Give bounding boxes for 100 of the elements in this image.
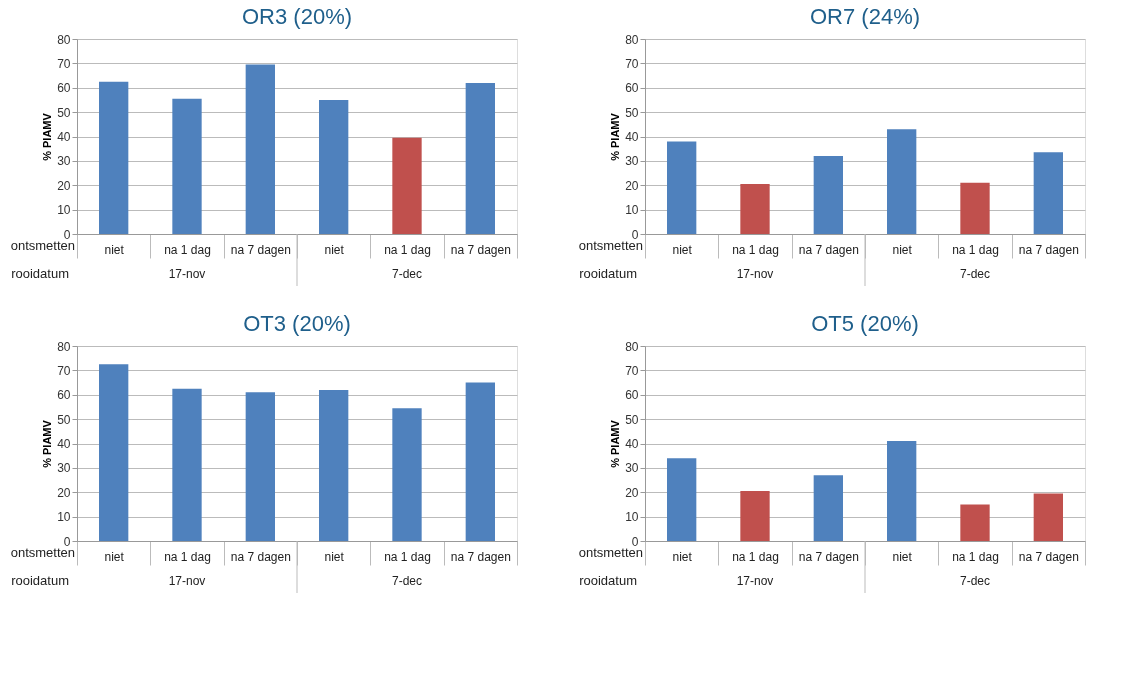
text: 17-nov	[736, 267, 774, 281]
y-tick-label: 40	[625, 437, 639, 451]
text: 7-dec	[959, 267, 991, 281]
y-tick-label: 10	[625, 203, 639, 218]
x-tick-label: na 1 dag	[732, 549, 779, 564]
y-tick-label: 50	[57, 412, 71, 427]
bar	[465, 82, 495, 234]
y-tick-label: 10	[57, 203, 71, 218]
text: 7-dec	[959, 574, 991, 588]
bar	[960, 182, 990, 234]
x-tick-label: niet	[324, 242, 345, 257]
y-tick-label: 40	[625, 130, 639, 144]
bar	[245, 64, 275, 234]
bar	[172, 98, 202, 234]
bar	[99, 364, 129, 541]
bar	[740, 184, 770, 234]
y-tick-label: 60	[57, 388, 71, 403]
bar	[172, 388, 202, 541]
text: rooidatum	[11, 266, 69, 281]
x-tick-label: na 1 dag	[384, 242, 431, 257]
x-tick-label: na 1 dag	[164, 549, 211, 564]
bar	[887, 441, 917, 541]
chart-title: OR7 (24%)	[809, 4, 921, 29]
x-tick-label: na 7 dagen	[1018, 549, 1079, 564]
text: 7-dec	[391, 574, 423, 588]
x-tick-label: niet	[104, 549, 125, 564]
x-tick-label: niet	[324, 549, 345, 564]
bar	[813, 475, 843, 541]
x-tick-label: na 7 dagen	[230, 242, 291, 257]
y-tick-label: 50	[625, 105, 639, 120]
y-tick-label: 10	[57, 510, 71, 525]
x-tick-label: niet	[672, 549, 693, 564]
text: rooidatum	[579, 573, 637, 588]
x-tick-label: na 7 dagen	[798, 549, 859, 564]
y-tick-label: 70	[625, 56, 639, 71]
y-axis-title: % PIAMV	[609, 112, 622, 161]
y-tick-label: 70	[625, 363, 639, 378]
bar	[99, 81, 129, 234]
bar	[813, 156, 843, 234]
y-tick-label: 60	[625, 81, 639, 96]
x-tick-label: na 1 dag	[732, 242, 779, 257]
x-tick-label: na 1 dag	[164, 242, 211, 257]
bar	[319, 389, 349, 541]
y-axis-title: % PIAMV	[41, 419, 54, 468]
x-tick-label: na 1 dag	[952, 242, 999, 257]
x-tick-label: na 1 dag	[384, 549, 431, 564]
bar	[465, 382, 495, 541]
bar	[960, 504, 990, 541]
bar	[392, 137, 422, 234]
bar	[1033, 152, 1063, 234]
x-tick-label: na 7 dagen	[1018, 242, 1079, 257]
text: 17-nov	[168, 574, 206, 588]
y-tick-label: 60	[625, 388, 639, 403]
y-tick-label: 20	[625, 485, 639, 500]
y-tick-label: 80	[625, 32, 639, 47]
bar	[740, 491, 770, 541]
bar	[667, 458, 697, 541]
text: 17-nov	[736, 574, 774, 588]
chart-title: OT3 (20%)	[243, 311, 351, 336]
y-tick-label: 50	[57, 105, 71, 120]
x-tick-label: na 7 dagen	[798, 242, 859, 257]
chart-title: OT5 (20%)	[811, 311, 919, 336]
y-tick-label: 20	[57, 485, 71, 500]
y-tick-label: 30	[57, 461, 71, 476]
y-tick-label: 30	[625, 461, 639, 476]
y-axis-title: % PIAMV	[609, 419, 622, 468]
y-axis-title: % PIAMV	[41, 112, 54, 161]
x-tick-label: na 7 dagen	[450, 549, 511, 564]
x-tick-label: na 7 dagen	[230, 549, 291, 564]
y-tick-label: 10	[625, 510, 639, 525]
text: 17-nov	[168, 267, 206, 281]
bar	[887, 129, 917, 234]
y-tick-label: 50	[625, 412, 639, 427]
x-tick-label: na 1 dag	[952, 549, 999, 564]
y-tick-label: 70	[57, 56, 71, 71]
bar	[319, 99, 349, 234]
y-tick-label: 30	[57, 154, 71, 169]
y-tick-label: 20	[57, 178, 71, 193]
bar	[392, 408, 422, 541]
y-tick-label: 20	[625, 178, 639, 193]
x-tick-label: niet	[104, 242, 125, 257]
y-tick-label: 80	[625, 339, 639, 354]
text: rooidatum	[11, 573, 69, 588]
bar	[1033, 493, 1063, 541]
x-tick-label: niet	[672, 242, 693, 257]
chart-title: OR3 (20%)	[241, 4, 353, 29]
bar	[245, 392, 275, 541]
text: 7-dec	[391, 267, 423, 281]
y-tick-label: 40	[57, 130, 71, 144]
y-tick-label: 70	[57, 363, 71, 378]
y-tick-label: 60	[57, 81, 71, 96]
y-tick-label: 30	[625, 154, 639, 169]
bar	[667, 141, 697, 234]
text: rooidatum	[579, 266, 637, 281]
y-tick-label: 40	[57, 437, 71, 451]
y-tick-label: 80	[57, 339, 71, 354]
y-tick-label: 80	[57, 32, 71, 47]
x-tick-label: niet	[892, 549, 913, 564]
x-tick-label: na 7 dagen	[450, 242, 511, 257]
x-tick-label: niet	[892, 242, 913, 257]
